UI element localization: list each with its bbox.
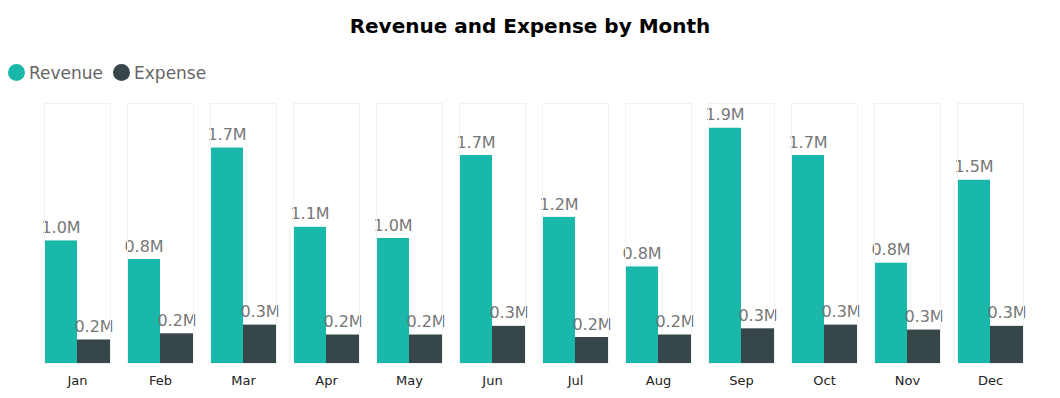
svg-text:0.3M: 0.3M — [904, 307, 943, 326]
svg-text:1.7M: 1.7M — [788, 133, 827, 152]
svg-text:Oct: Oct — [813, 373, 835, 388]
svg-text:0.8M: 0.8M — [124, 237, 163, 256]
svg-text:0.3M: 0.3M — [738, 306, 777, 325]
svg-text:Apr: Apr — [315, 373, 338, 388]
svg-text:1.1M: 1.1M — [290, 204, 329, 223]
svg-text:Dec: Dec — [978, 373, 1003, 388]
html-text:Revenue and Expense by Month: Revenue and Expense by Month — [349, 14, 711, 38]
svg-text:Jul: Jul — [567, 373, 584, 388]
svg-text:Jan: Jan — [66, 373, 87, 388]
html-text:Expense: Expense — [134, 62, 207, 83]
svg-text:1.2M: 1.2M — [539, 195, 578, 214]
svg-text:0.2M: 0.2M — [406, 312, 445, 331]
svg-text:0.8M: 0.8M — [871, 240, 910, 259]
svg-text:1.7M: 1.7M — [207, 125, 246, 144]
svg-text:Feb: Feb — [149, 373, 172, 388]
svg-text:0.3M: 0.3M — [987, 303, 1026, 322]
svg-text:0.3M: 0.3M — [821, 302, 860, 321]
svg-text:Aug: Aug — [646, 373, 671, 388]
html-text:Revenue: Revenue — [29, 62, 103, 83]
svg-text:May: May — [396, 373, 423, 388]
svg-text:0.8M: 0.8M — [622, 244, 661, 263]
svg-text:0.2M: 0.2M — [157, 311, 196, 330]
svg-text:Nov: Nov — [895, 373, 921, 388]
svg-text:Jun: Jun — [481, 373, 502, 388]
svg-text:0.2M: 0.2M — [572, 315, 611, 334]
svg-text:1.0M: 1.0M — [373, 216, 412, 235]
svg-text:0.3M: 0.3M — [240, 302, 279, 321]
svg-text:1.7M: 1.7M — [456, 133, 495, 152]
svg-text:1.0M: 1.0M — [41, 218, 80, 237]
svg-text:0.2M: 0.2M — [74, 317, 113, 336]
svg-text:0.2M: 0.2M — [323, 312, 362, 331]
svg-text:1.9M: 1.9M — [705, 105, 744, 124]
svg-text:0.3M: 0.3M — [489, 303, 528, 322]
svg-text:0.2M: 0.2M — [655, 312, 694, 331]
svg-text:Sep: Sep — [729, 373, 754, 388]
svg-text:Mar: Mar — [231, 373, 256, 388]
svg-text:1.5M: 1.5M — [954, 157, 993, 176]
